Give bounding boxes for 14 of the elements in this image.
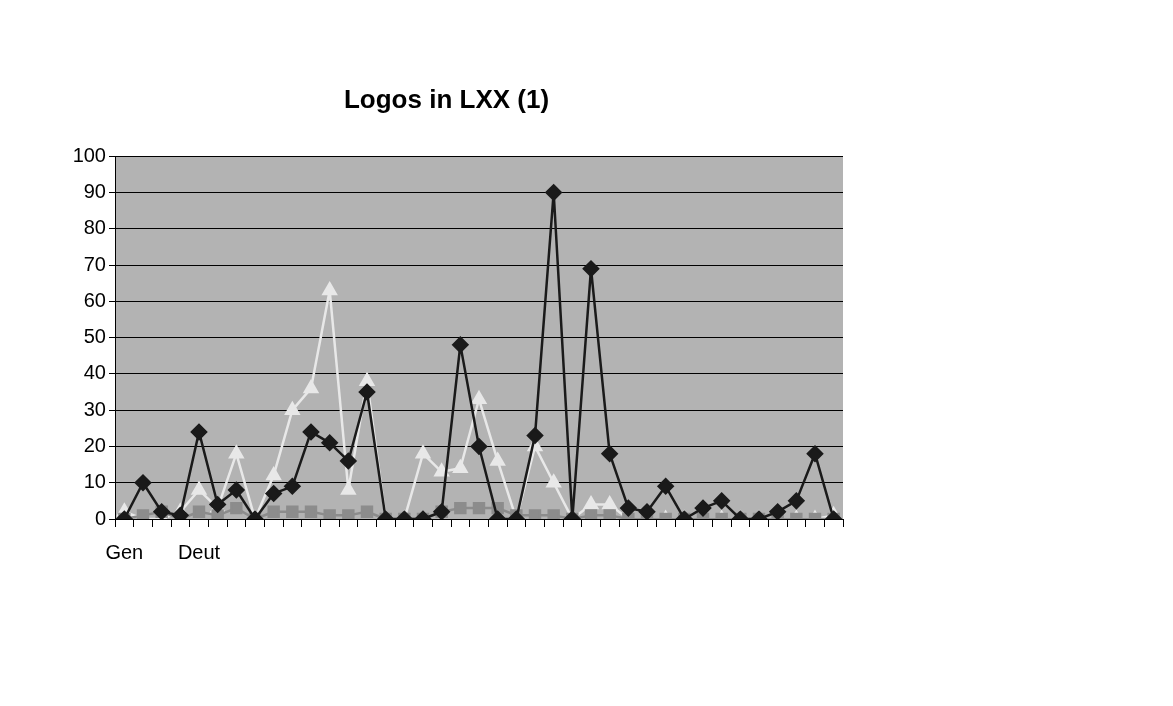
- y-tick-label: 100: [72, 143, 106, 166]
- y-tick-label: 70: [83, 252, 106, 275]
- y-tick-label: 40: [83, 361, 106, 384]
- y-tick-label: 30: [83, 397, 106, 420]
- y-tick-label: 20: [83, 433, 106, 456]
- y-tick-label: 10: [83, 470, 106, 493]
- chart-title: Logos in LXX (1): [343, 83, 550, 114]
- y-tick-label: 0: [94, 506, 106, 529]
- x-tick-label: Gen: [105, 540, 144, 563]
- y-tick-label: 80: [83, 216, 106, 239]
- y-tick-label: 50: [83, 325, 106, 348]
- y-tick-label: 90: [83, 180, 106, 202]
- x-tick-label: Deut: [177, 540, 221, 563]
- y-tick-label: 60: [83, 288, 106, 311]
